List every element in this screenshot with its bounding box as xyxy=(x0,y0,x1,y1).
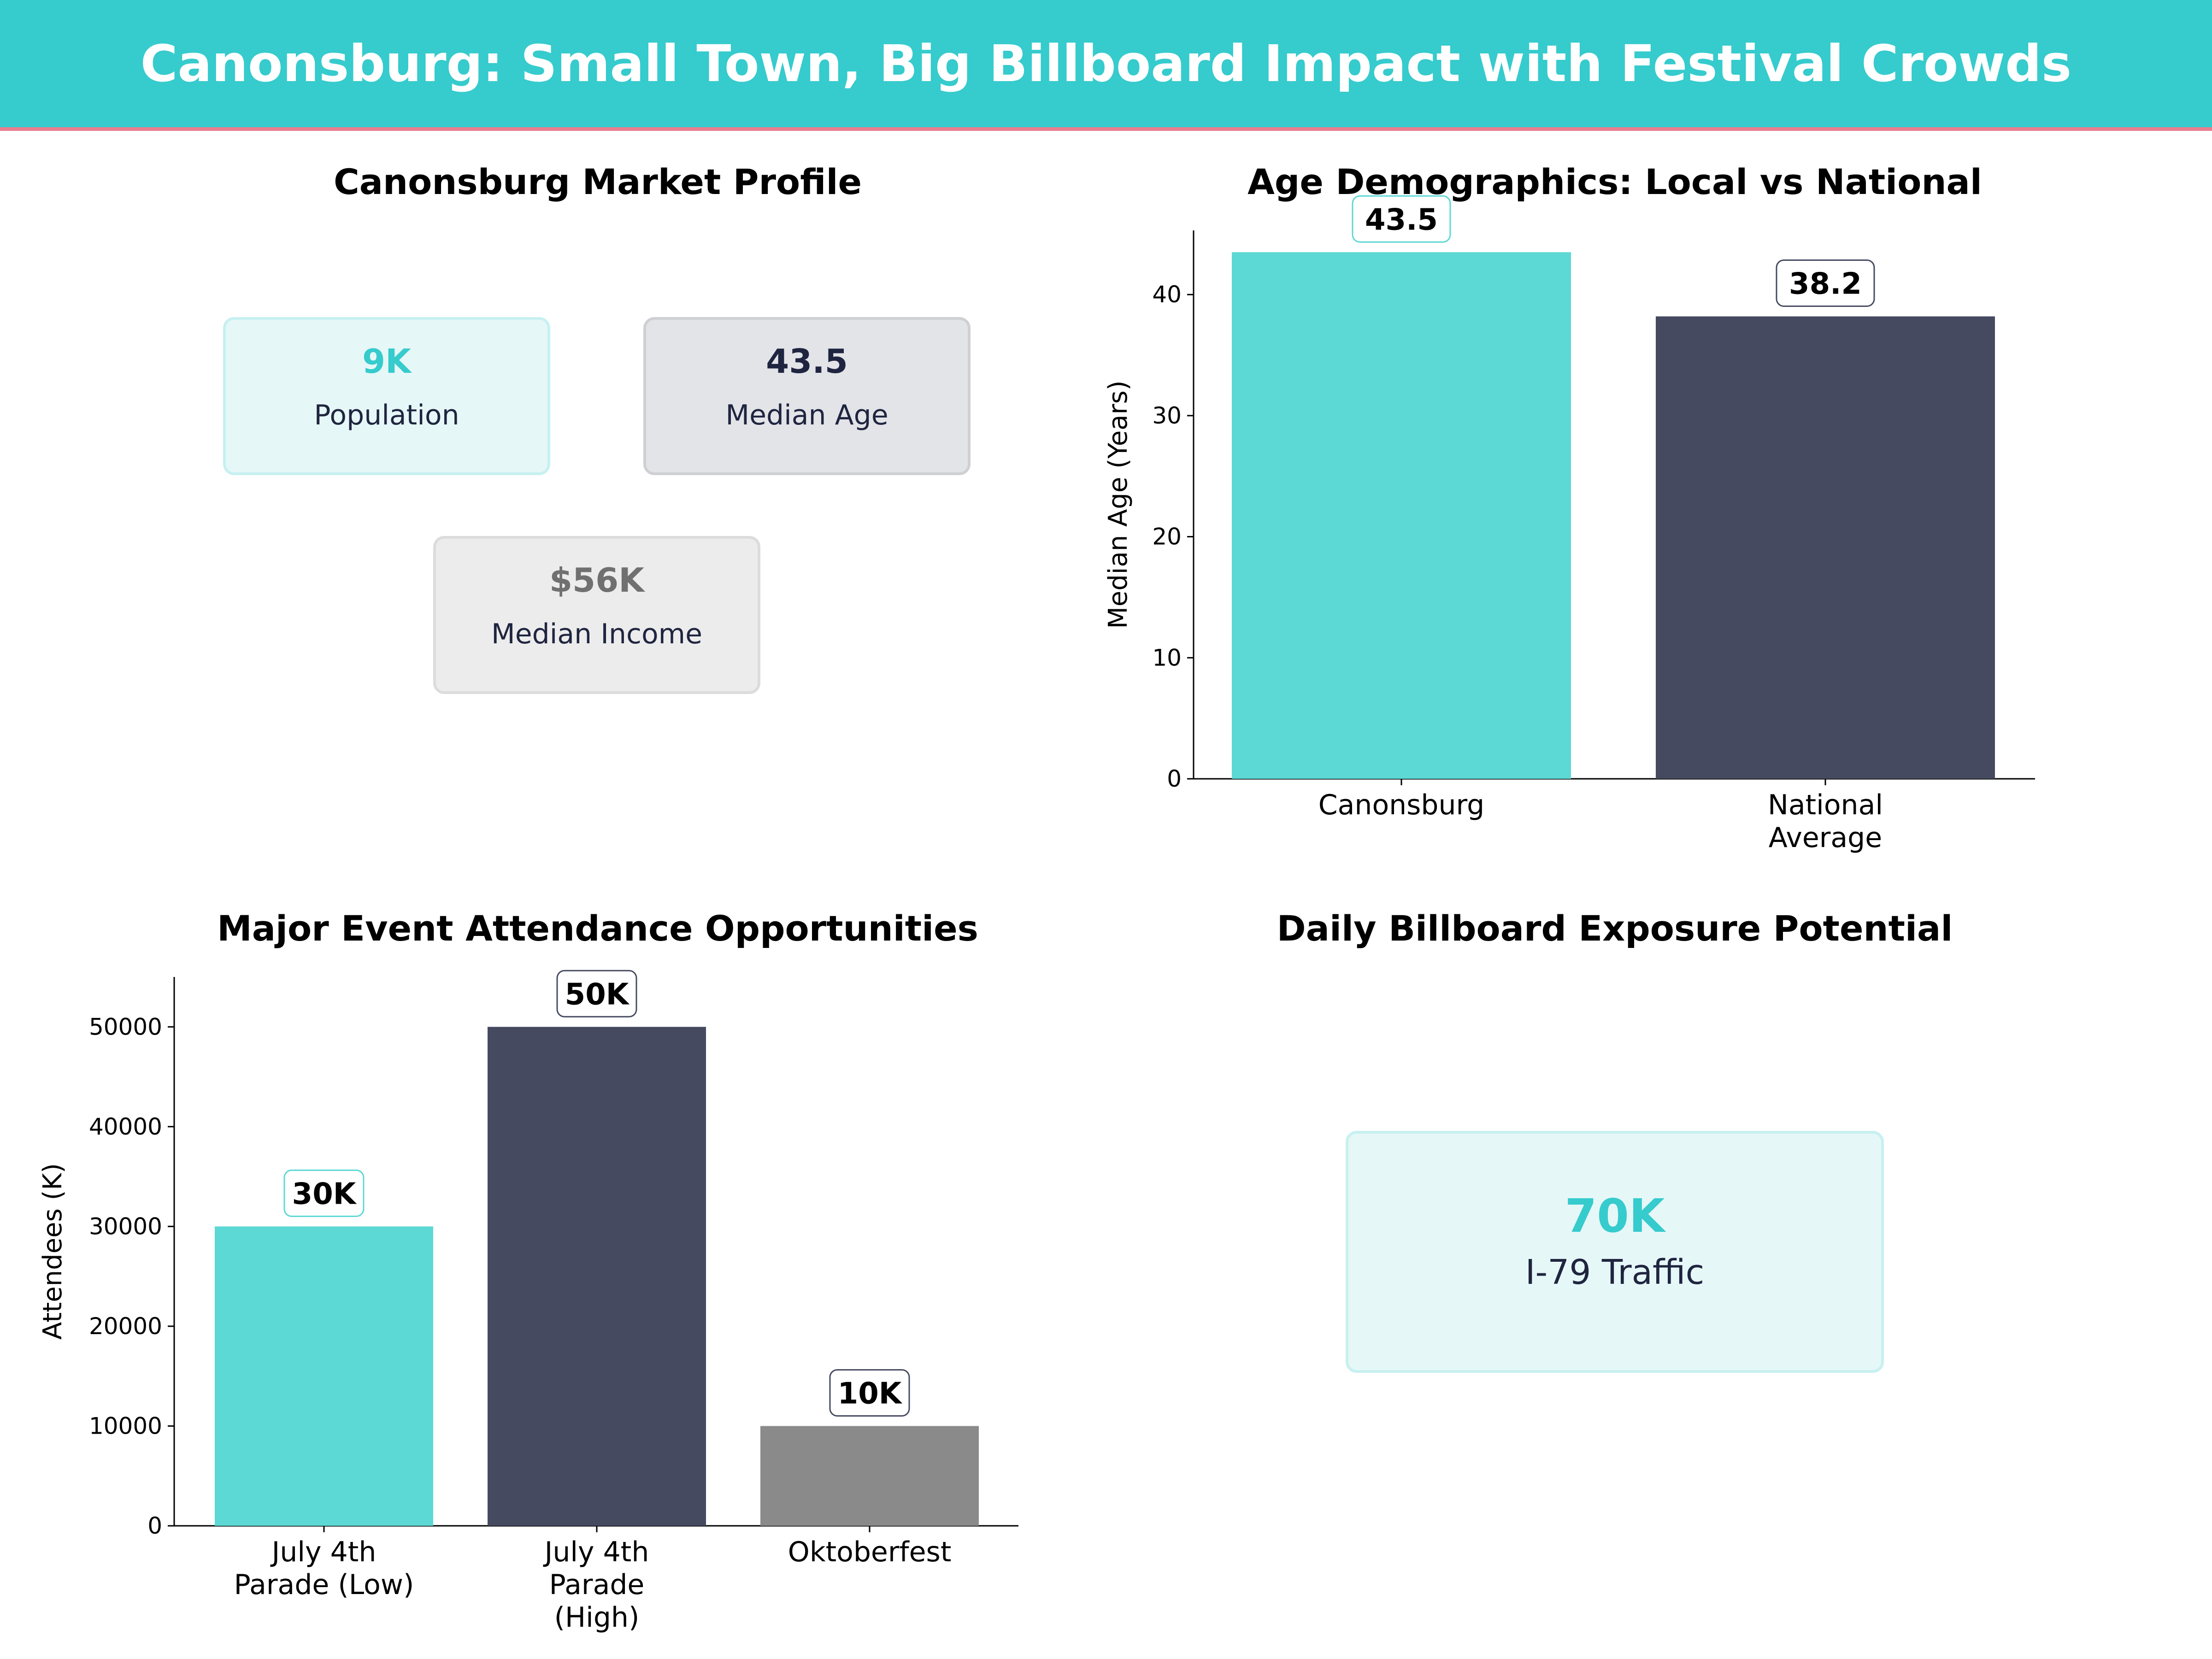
age-y-tick-label: 0 xyxy=(1167,765,1182,792)
age-bar xyxy=(1656,316,1995,779)
median-age-card: 43.5 Median Age xyxy=(643,317,971,475)
events-y-tick-label: 20000 xyxy=(89,1313,162,1340)
exposure-title: Daily Billboard Exposure Potential xyxy=(1277,908,1953,949)
events-y-tick-label: 50000 xyxy=(89,1013,162,1040)
age-category-label: Canonsburg xyxy=(1318,789,1485,821)
exposure-card: 70K I-79 Traffic xyxy=(1346,1131,1884,1373)
age-bar xyxy=(1232,252,1571,779)
header-band xyxy=(0,0,2212,127)
events-y-axis-label: Attendees (K) xyxy=(38,1163,68,1340)
market-profile-title: Canonsburg Market Profile xyxy=(333,161,862,202)
age-data-label: 43.5 xyxy=(1365,203,1438,237)
age-data-label-box xyxy=(1776,259,1875,307)
exposure-value: 70K xyxy=(1565,1189,1665,1243)
population-card: 9K Population xyxy=(223,317,550,475)
age-data-label: 38.2 xyxy=(1789,267,1862,301)
events-y-tick-label: 0 xyxy=(147,1512,162,1539)
events-data-label: 30K xyxy=(292,1177,357,1211)
events-bar xyxy=(215,1226,433,1526)
events-category-label: (High) xyxy=(554,1601,640,1634)
events-bar xyxy=(488,1027,706,1526)
events-y-tick-label: 30000 xyxy=(89,1213,162,1240)
median-income-card: $56K Median Income xyxy=(433,536,760,694)
age-data-label-box xyxy=(1352,195,1451,243)
median-income-label: Median Income xyxy=(491,618,703,650)
age-category-label: Average xyxy=(1769,822,1882,854)
events-bar xyxy=(760,1426,979,1526)
age-y-tick-label: 10 xyxy=(1152,644,1182,671)
median-age-value: 43.5 xyxy=(766,342,848,381)
main-title: Canonsburg: Small Town, Big Billboard Im… xyxy=(140,34,2072,93)
exposure-label: I-79 Traffic xyxy=(1525,1253,1705,1292)
events-category-label: Parade (Low) xyxy=(234,1569,414,1601)
age-category-label: National xyxy=(1768,789,1883,821)
events-category-label: July 4th xyxy=(270,1536,377,1568)
age-y-tick-label: 20 xyxy=(1152,524,1182,550)
events-category-label: July 4th xyxy=(543,1536,649,1568)
age-y-tick-label: 30 xyxy=(1152,402,1182,429)
events-data-label: 50K xyxy=(565,977,630,1012)
population-label: Population xyxy=(314,399,459,431)
events-category-label: Parade xyxy=(549,1569,645,1601)
events-data-label: 10K xyxy=(838,1377,903,1411)
header-accent-line xyxy=(0,127,2212,131)
events-category-label: Oktoberfest xyxy=(788,1536,952,1568)
events-data-label-box xyxy=(556,970,637,1018)
events-y-tick-label: 10000 xyxy=(89,1412,162,1439)
events-data-label-box xyxy=(829,1369,910,1417)
age-y-axis-label: Median Age (Years) xyxy=(1103,380,1133,629)
events-chart-title: Major Event Attendance Opportunities xyxy=(217,908,978,949)
population-value: 9K xyxy=(362,342,411,381)
events-data-label-box xyxy=(283,1169,365,1217)
age-y-tick-label: 40 xyxy=(1152,281,1182,308)
median-age-label: Median Age xyxy=(725,399,888,431)
median-income-value: $56K xyxy=(549,561,645,600)
events-y-tick-label: 40000 xyxy=(89,1113,162,1140)
